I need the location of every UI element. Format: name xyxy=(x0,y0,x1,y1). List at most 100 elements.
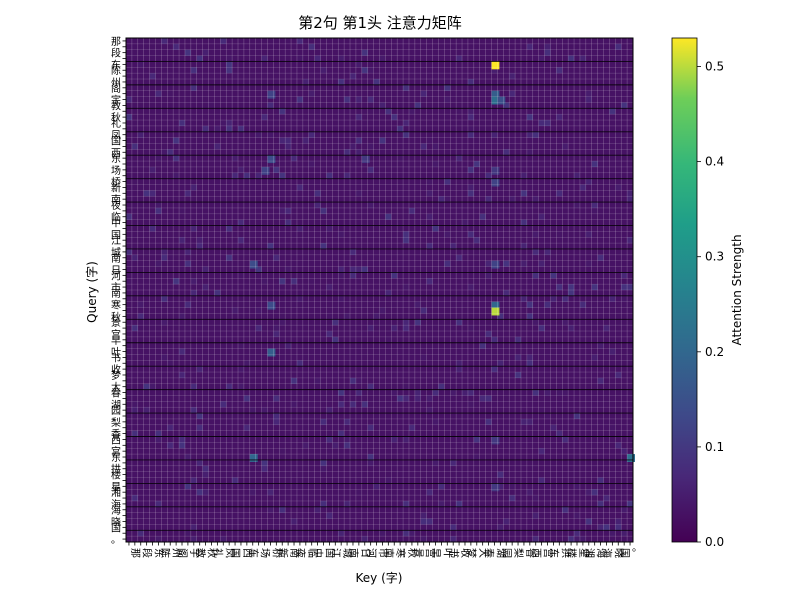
heatmap-cell xyxy=(243,424,250,431)
heatmap-cell xyxy=(479,395,486,402)
x-tick-label: 陈 xyxy=(158,548,171,558)
heatmap-cell xyxy=(574,483,581,490)
heatmap-cell xyxy=(373,454,380,461)
heatmap-cell xyxy=(497,313,504,320)
x-tick-label: 那 xyxy=(129,548,141,558)
x-tick-label: 海 xyxy=(595,548,608,558)
heatmap-cell xyxy=(361,401,368,408)
heatmap-cell xyxy=(509,483,516,490)
heatmap-cell xyxy=(397,395,404,402)
heatmap-cell xyxy=(556,231,563,238)
heatmap-cell xyxy=(220,401,227,408)
heatmap-cell xyxy=(149,190,156,197)
heatmap-cell xyxy=(403,436,410,443)
heatmap-cell xyxy=(467,401,474,408)
heatmap-cell xyxy=(184,190,191,197)
heatmap-cell xyxy=(344,418,351,425)
heatmap-cell xyxy=(296,55,303,62)
heatmap-cell xyxy=(261,465,268,472)
heatmap-cell xyxy=(379,137,386,144)
heatmap-cell xyxy=(385,477,392,484)
heatmap-cell xyxy=(279,278,286,285)
y-tick-label: 。 xyxy=(111,535,121,546)
heatmap-cell xyxy=(131,325,138,332)
heatmap-cell xyxy=(420,518,427,525)
heatmap-cell xyxy=(126,278,132,285)
heatmap-cell xyxy=(391,272,398,279)
heatmap-cell xyxy=(361,49,368,56)
heatmap-cell xyxy=(131,254,138,261)
heatmap-highlight-cell xyxy=(249,260,258,269)
heatmap-cell xyxy=(432,225,439,232)
heatmap-cell xyxy=(497,471,504,478)
heatmap-cell xyxy=(367,325,374,332)
x-tick-label: 河 xyxy=(365,548,377,558)
heatmap-cell xyxy=(155,436,162,443)
x-tick-label: 州 xyxy=(170,548,182,558)
x-tick-label: 城 xyxy=(341,548,353,558)
heatmap-cell xyxy=(279,172,286,179)
heatmap-cell xyxy=(385,108,392,115)
heatmap-cell xyxy=(226,383,233,390)
heatmap-cell xyxy=(420,143,427,150)
heatmap-cell xyxy=(574,413,581,420)
heatmap-cell xyxy=(609,530,616,537)
heatmap-cell xyxy=(332,266,339,273)
heatmap-cell xyxy=(314,377,321,384)
heatmap-cell xyxy=(597,477,604,484)
heatmap-cell xyxy=(403,530,410,537)
x-tick-label: 东 xyxy=(153,548,166,558)
y-tick-label: 景 xyxy=(111,317,121,329)
heatmap-cell xyxy=(615,131,622,138)
heatmap-cell xyxy=(467,325,474,332)
heatmap-cell xyxy=(190,225,197,232)
heatmap-cell xyxy=(131,430,138,437)
y-tick-label: 南 xyxy=(111,193,121,206)
heatmap-cell xyxy=(426,489,433,496)
heatmap-cell xyxy=(126,96,132,103)
heatmap-cell xyxy=(473,454,480,461)
heatmap-cell xyxy=(179,120,186,127)
heatmap-cell xyxy=(143,383,150,390)
heatmap-cell xyxy=(161,354,168,361)
heatmap-cell xyxy=(291,155,298,162)
heatmap-cell xyxy=(320,459,327,466)
heatmap-cell xyxy=(532,536,539,543)
heatmap-cell xyxy=(408,424,415,431)
heatmap-cell xyxy=(326,225,333,232)
x-axis-label: Key (字) xyxy=(356,570,403,585)
heatmap-cell xyxy=(485,272,492,279)
y-tick-label: 阁 xyxy=(111,82,121,95)
heatmap-cell xyxy=(467,108,474,115)
heatmap-cell xyxy=(491,131,498,138)
heatmap-cell xyxy=(515,336,522,343)
heatmap-cell xyxy=(568,290,575,296)
heatmap-cell xyxy=(403,500,410,507)
heatmap-cell xyxy=(627,500,634,507)
heatmap-cell xyxy=(426,278,433,285)
heatmap-cell xyxy=(556,389,563,396)
heatmap-cell xyxy=(350,266,357,273)
heatmap-cell xyxy=(267,506,274,513)
heatmap-cell xyxy=(238,383,245,390)
heatmap-cell xyxy=(332,442,339,449)
heatmap-cell xyxy=(621,284,628,291)
heatmap-cell xyxy=(291,295,298,302)
heatmap-cell xyxy=(149,166,156,173)
heatmap-cell xyxy=(302,137,309,144)
heatmap-cell xyxy=(450,536,457,543)
x-tick-label: 春 xyxy=(483,548,495,558)
heatmap-cell xyxy=(314,55,321,62)
heatmap-cell xyxy=(196,430,203,437)
heatmap-cell xyxy=(314,202,321,209)
heatmap-cell xyxy=(338,79,345,85)
heatmap-cell xyxy=(432,389,439,396)
x-tick-label: 南 xyxy=(382,548,395,558)
heatmap-cell xyxy=(184,260,191,267)
heatmap-cell xyxy=(473,436,480,443)
heatmap-cell xyxy=(344,149,351,156)
heatmap-cell xyxy=(296,360,303,367)
heatmap-cell xyxy=(615,43,622,50)
x-tick-label: 西 xyxy=(241,548,252,558)
heatmap-cell xyxy=(491,336,498,343)
